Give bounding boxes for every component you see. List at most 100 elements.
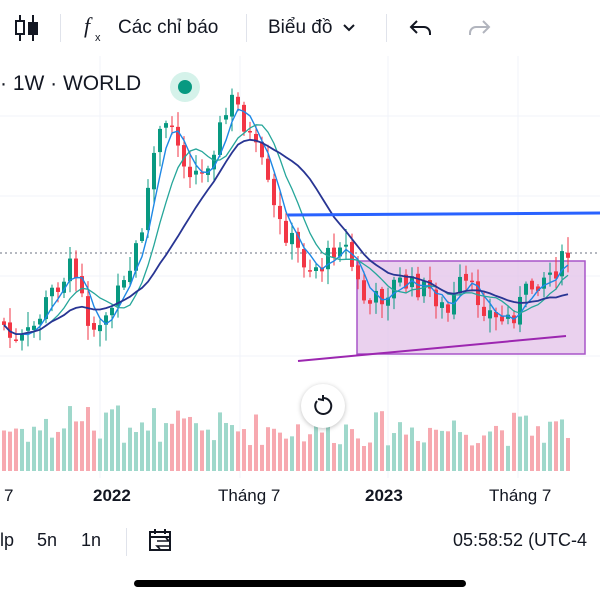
candle-body (200, 172, 204, 174)
resistance-trendline[interactable] (287, 211, 600, 217)
volume-bar (548, 421, 552, 471)
volume-bar (20, 428, 24, 471)
candle-body (188, 166, 192, 178)
candle-body (176, 126, 180, 146)
price-chart[interactable] (0, 56, 600, 478)
candle-body (218, 122, 222, 155)
time-label: 7 (4, 486, 14, 505)
candle-body (254, 133, 258, 143)
candle-body (500, 316, 504, 322)
volume-bar (266, 427, 270, 471)
volume-bar (32, 426, 36, 471)
volume-bar (290, 436, 294, 471)
toolbar-divider (60, 14, 61, 42)
volume-bar (152, 408, 156, 471)
candle-body (428, 280, 432, 289)
time-label: Tháng 7 (218, 486, 281, 505)
volume-bar (8, 431, 12, 471)
candle-body (20, 333, 24, 341)
volume-bar (278, 432, 282, 471)
candle-body (116, 285, 120, 306)
candle-body (296, 231, 300, 248)
volume-bar (554, 421, 558, 471)
clock-label: 05:58:52 (UTC-4 (453, 530, 588, 550)
candle-body (356, 265, 360, 280)
time-label: Tháng 7 (489, 486, 552, 505)
volume-bar (386, 445, 390, 471)
volume-bar (392, 433, 396, 471)
volume-bar (80, 421, 84, 471)
candle-body (536, 286, 540, 291)
volume-bar (86, 407, 90, 471)
candle-body (566, 252, 570, 258)
chart-type-dropdown[interactable]: Biểu đồ (268, 0, 358, 56)
symbol-label: · 1W · WORLD (0, 72, 142, 95)
volume-bar (140, 422, 144, 471)
volume-bar (524, 415, 528, 471)
volume-bar (536, 426, 540, 471)
volume-bar (176, 410, 180, 471)
candle-body (278, 205, 282, 220)
reset-chart-button[interactable] (301, 384, 345, 428)
candle-body (182, 145, 186, 167)
date-range-button[interactable] (148, 528, 176, 559)
candle-body (248, 131, 252, 133)
candle-body (338, 247, 342, 257)
redo-button[interactable] (466, 0, 492, 56)
candle-body (158, 128, 162, 153)
candle-body (368, 300, 372, 304)
candle-body (284, 220, 288, 243)
candle-body (272, 178, 276, 206)
undo-button[interactable] (408, 0, 434, 56)
volume-bar (380, 411, 384, 471)
volume-bar (302, 441, 306, 471)
indicators-button[interactable]: f x Các chỉ báo (84, 0, 218, 56)
support-trendline[interactable] (297, 335, 567, 362)
volume-bar (272, 428, 276, 471)
toolbar-divider (246, 14, 247, 42)
volume-bar (404, 434, 408, 471)
volume-bar (218, 412, 222, 471)
interval-button[interactable]: lp (0, 530, 15, 550)
candle-body (50, 287, 54, 297)
candle-body (170, 125, 174, 128)
volume-bar (506, 445, 510, 471)
candle-body (266, 158, 270, 180)
volume-bar (530, 435, 534, 471)
toolbar-divider (386, 14, 387, 42)
volume-bar (410, 427, 414, 471)
volume-bar (44, 418, 48, 471)
volume-bar (92, 430, 96, 471)
volume-bar (146, 430, 150, 471)
candle-body (326, 247, 330, 270)
candle-body (38, 318, 42, 325)
time-label-year: 2022 (93, 486, 131, 505)
candle-body (332, 247, 336, 258)
candle-body (104, 315, 108, 325)
candles-icon[interactable] (14, 0, 40, 56)
candle-body (302, 249, 306, 268)
candle-body (194, 170, 198, 175)
volume-bar (224, 422, 228, 471)
volume-bar (284, 438, 288, 471)
volume-bar (296, 424, 300, 471)
volume-bar (254, 414, 258, 471)
volume-bar (110, 409, 114, 471)
candle-body (392, 279, 396, 299)
candle-body (560, 251, 564, 277)
volume-bar (434, 429, 438, 471)
candle-body (470, 280, 474, 283)
volume-bar (398, 422, 402, 471)
candle-body (146, 187, 150, 231)
candle-body (410, 276, 414, 288)
interval-button[interactable]: 1n (81, 530, 102, 550)
volume-bar (440, 430, 444, 471)
interval-button[interactable]: 5n (37, 530, 58, 550)
volume-bar (56, 431, 60, 471)
market-status-indicator (170, 72, 200, 102)
range-rectangle[interactable] (356, 260, 586, 355)
candle-body (542, 277, 546, 289)
volume-bar (170, 423, 174, 471)
candle-body (140, 232, 144, 241)
candle-body (524, 283, 528, 295)
